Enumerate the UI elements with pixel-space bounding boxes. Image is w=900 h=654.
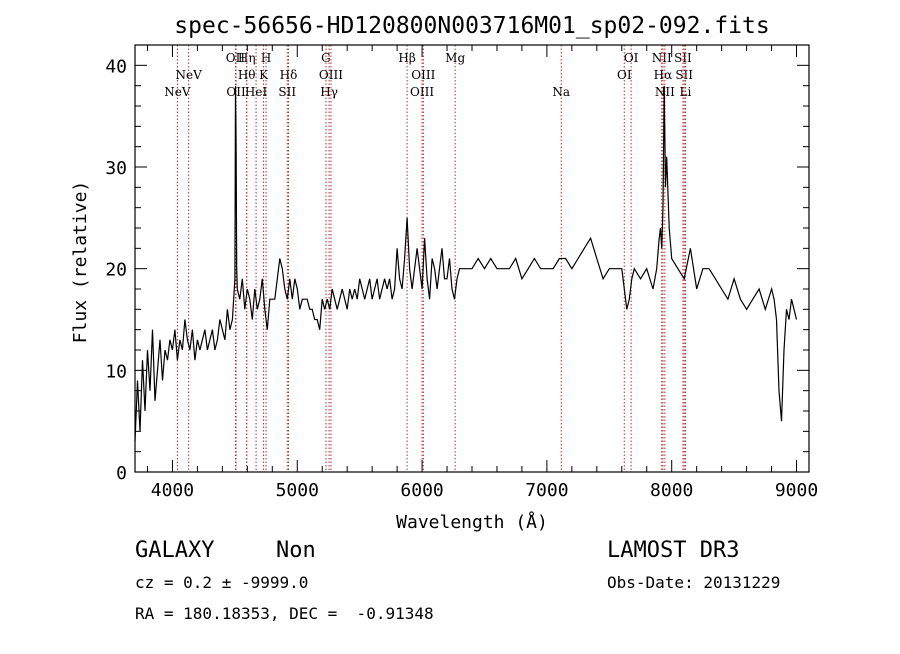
line-label-23: NII	[655, 85, 675, 99]
line-label-11: G	[321, 51, 331, 65]
line-label-10: SII	[278, 85, 296, 99]
line-label-4: Hη	[238, 51, 256, 65]
x-tick-label-5: 9000	[775, 480, 818, 501]
survey-name: LAMOST DR3	[607, 538, 740, 563]
line-label-5: Hθ	[238, 68, 256, 82]
observation-date: Obs-Date: 20131229	[607, 573, 781, 592]
object-subclass: Non	[276, 538, 316, 563]
line-label-9: Hδ	[280, 68, 298, 82]
line-label-8: K	[259, 68, 269, 82]
line-label-20: OI	[617, 68, 632, 82]
x-tick-label-4: 8000	[650, 480, 693, 501]
line-label-0: NeV	[164, 85, 191, 99]
line-label-26: Li	[680, 85, 692, 99]
line-label-24: SII	[674, 51, 692, 65]
line-label-6: HeI	[245, 85, 268, 99]
line-label-25: SII	[675, 68, 693, 82]
line-label-16: OIII	[410, 85, 434, 99]
line-label-15: OIII	[411, 68, 435, 82]
y-tick-label-0: 0	[116, 463, 127, 484]
line-label-21: NII	[652, 51, 672, 65]
line-label-7: H	[261, 51, 271, 65]
line-label-13: Hγ	[320, 85, 338, 99]
y-axis-label: Flux (relative)	[70, 181, 91, 344]
line-label-14: Hβ	[398, 51, 415, 65]
line-label-22: Hα	[654, 68, 673, 82]
redshift-info: cz = 0.2 ± -9999.0	[135, 573, 309, 592]
line-label-19: OI	[624, 51, 639, 65]
y-tick-label-4: 40	[105, 56, 127, 77]
line-label-12: OIII	[319, 68, 343, 82]
x-tick-label-1: 5000	[276, 480, 319, 501]
y-axis: 0 10 20 30 40	[105, 44, 809, 484]
x-tick-label-0: 4000	[151, 480, 194, 501]
x-tick-label-3: 7000	[525, 480, 568, 501]
x-axis-label: Wavelength (Å)	[396, 511, 548, 533]
x-axis: 4000 5000 6000 7000 8000 9000	[146, 45, 818, 501]
line-label-2: OII	[226, 51, 246, 65]
line-label-18: Na	[552, 85, 570, 99]
object-class: GALAXY	[135, 538, 215, 563]
coordinates-info: RA = 180.18353, DEC = -0.91348	[135, 604, 434, 623]
y-tick-label-1: 10	[105, 361, 127, 382]
chart-title: spec-56656-HD120800N003716M01_sp02-092.f…	[174, 13, 769, 39]
x-tick-label-2: 6000	[400, 480, 443, 501]
spectrum-line	[134, 85, 798, 442]
y-tick-label-2: 20	[105, 260, 127, 281]
line-label-17: Mg	[445, 51, 465, 65]
line-label-1: NeV	[176, 68, 203, 82]
y-tick-label-3: 30	[105, 158, 127, 179]
line-label-3: OII	[226, 85, 246, 99]
